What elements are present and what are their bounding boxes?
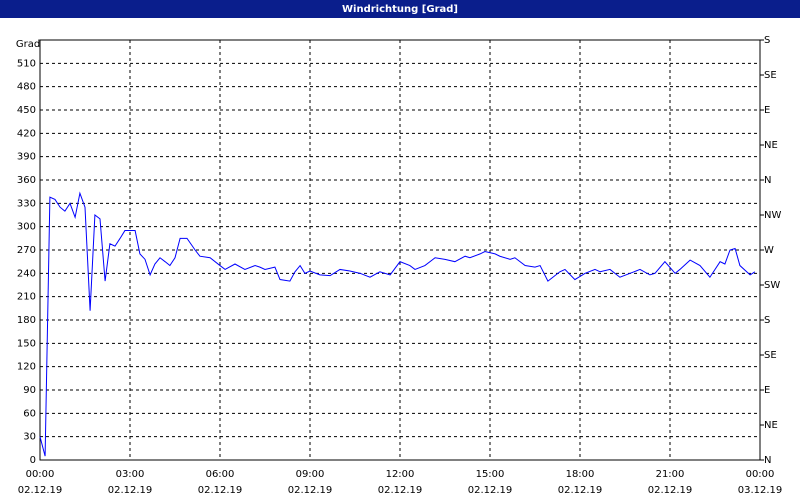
title-bar	[0, 0, 800, 18]
y2-tick-label: N	[764, 455, 771, 466]
y2-tick-label: S	[764, 35, 770, 46]
y-tick-label: 480	[17, 82, 36, 93]
plot-border	[39, 39, 761, 461]
y-axis-label: Grad	[16, 39, 40, 50]
y-tick-label: 180	[17, 315, 36, 326]
x-tick-label: 06:00	[206, 469, 235, 480]
x-tick-label: 09:00	[296, 469, 325, 480]
y2-tick-label: SE	[764, 350, 777, 361]
y-tick-label: 330	[17, 198, 36, 209]
y2-tick-label: NE	[764, 140, 778, 151]
x-tick-label: 21:00	[656, 469, 685, 480]
y-tick-label: 360	[17, 175, 36, 186]
x-tick-label: 12:00	[386, 469, 415, 480]
y-tick-label: 450	[17, 105, 36, 116]
x-tick-label: 00:00	[746, 469, 775, 480]
x-tick-date: 02.12.19	[648, 485, 693, 496]
x-tick-label: 18:00	[566, 469, 595, 480]
y2-tick-label: SW	[764, 280, 780, 291]
x-tick-date: 02.12.19	[468, 485, 513, 496]
x-tick-date: 02.12.19	[558, 485, 603, 496]
x-tick-date: 03.12.19	[738, 485, 783, 496]
y2-tick-label: E	[764, 385, 770, 396]
y2-tick-label: W	[764, 245, 774, 256]
data-line	[39, 191, 756, 457]
y-tick-label: 420	[17, 128, 36, 139]
y-tick-label: 300	[17, 222, 36, 233]
y2-tick-label: NW	[764, 210, 781, 221]
chart-title: Windrichtung [Grad]	[342, 4, 458, 15]
y2-tick-label: S	[764, 315, 770, 326]
x-tick-date: 02.12.19	[18, 485, 63, 496]
x-tick-date: 02.12.19	[378, 485, 423, 496]
x-tick-label: 00:00	[26, 469, 55, 480]
y-tick-label: 390	[17, 152, 36, 163]
x-tick-label: 15:00	[476, 469, 505, 480]
y2-tick-label: NE	[764, 420, 778, 431]
x-tick-date: 02.12.19	[288, 485, 333, 496]
y-tick-label: 240	[17, 268, 36, 279]
y-tick-label: 90	[23, 385, 36, 396]
y-tick-label: 510	[17, 58, 36, 69]
y-tick-label: 0	[30, 455, 36, 466]
y-tick-label: 210	[17, 292, 36, 303]
y2-tick-label: E	[764, 105, 770, 116]
x-tick-label: 03:00	[116, 469, 145, 480]
y2-tick-label: SE	[764, 70, 777, 81]
y-tick-label: 120	[17, 362, 36, 373]
x-tick-date: 02.12.19	[198, 485, 243, 496]
y2-tick-label: N	[764, 175, 771, 186]
x-tick-date: 02.12.19	[108, 485, 153, 496]
y-tick-label: 270	[17, 245, 36, 256]
y-tick-label: 60	[23, 408, 36, 419]
y-tick-label: 150	[17, 338, 36, 349]
y-tick-label: 30	[23, 432, 36, 443]
